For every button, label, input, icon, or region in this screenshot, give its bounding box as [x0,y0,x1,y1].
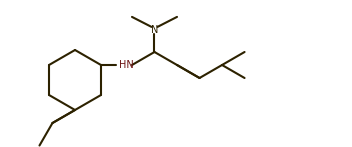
Text: N: N [151,25,158,35]
Text: HN: HN [119,60,134,70]
